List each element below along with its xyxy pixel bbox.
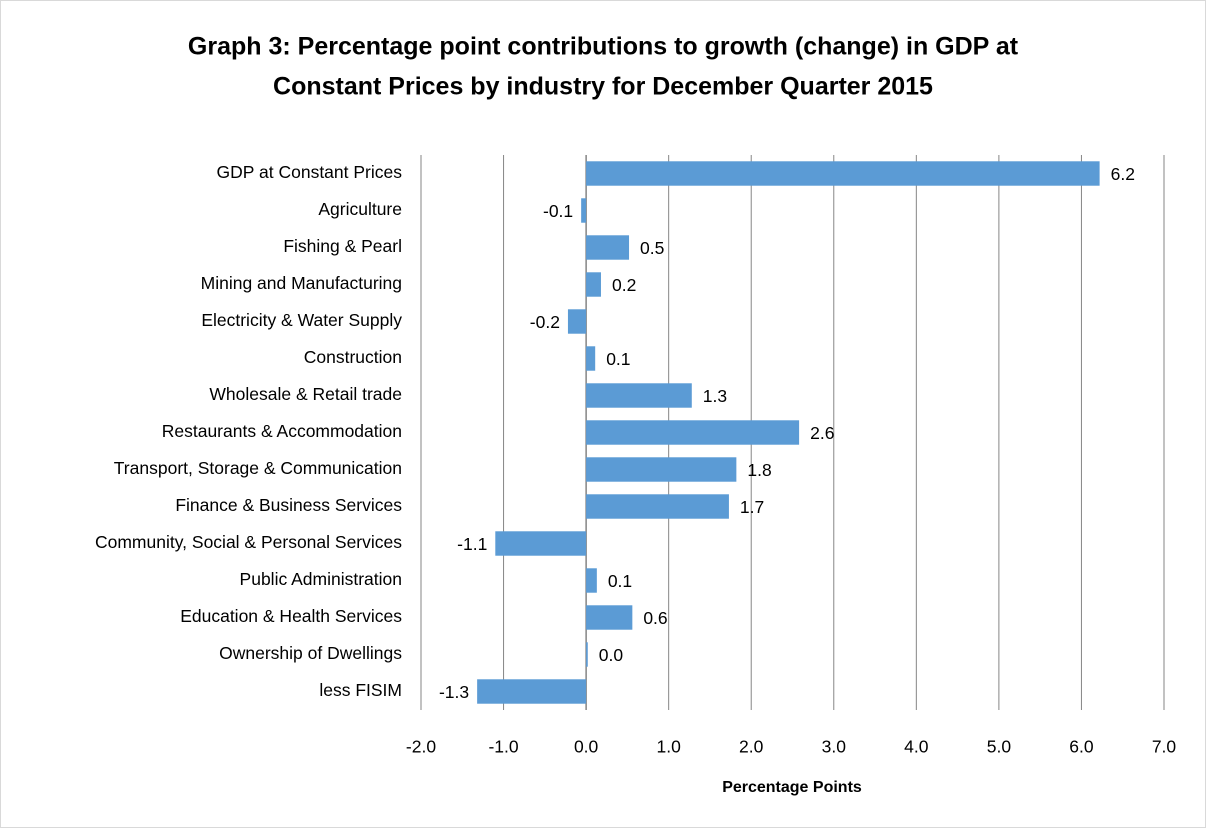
data-label: -0.2 <box>530 312 560 332</box>
bar <box>477 679 587 704</box>
category-label: Construction <box>304 347 402 367</box>
x-tick-label: 3.0 <box>822 737 847 757</box>
category-label: Fishing & Pearl <box>283 236 402 256</box>
x-axis-title: Percentage Points <box>722 779 862 796</box>
data-label: 1.8 <box>747 460 771 480</box>
x-tick-label: 7.0 <box>1152 737 1177 757</box>
data-label: -0.1 <box>543 201 573 221</box>
category-label: Community, Social & Personal Services <box>95 532 402 552</box>
bar <box>586 642 588 667</box>
data-label: 0.6 <box>643 608 667 628</box>
data-label: 0.2 <box>612 275 636 295</box>
category-label: Transport, Storage & Communication <box>114 458 402 478</box>
data-label: -1.1 <box>457 534 487 554</box>
data-label: 1.3 <box>703 386 727 406</box>
data-label: -1.3 <box>439 682 469 702</box>
data-label: 2.6 <box>810 423 834 443</box>
bar <box>586 457 737 482</box>
bar <box>586 346 596 371</box>
category-label: Finance & Business Services <box>175 495 402 515</box>
category-label: Education & Health Services <box>180 606 402 626</box>
bar <box>586 272 601 297</box>
bar <box>586 161 1100 186</box>
bar <box>586 235 630 260</box>
data-label: 1.7 <box>740 497 764 517</box>
data-label: 0.1 <box>606 349 630 369</box>
category-label: Mining and Manufacturing <box>201 273 402 293</box>
x-tick-label: 1.0 <box>657 737 682 757</box>
data-label: 0.5 <box>640 238 664 258</box>
x-tick-label: -1.0 <box>488 737 518 757</box>
data-label: 6.2 <box>1111 164 1135 184</box>
x-tick-label: 6.0 <box>1069 737 1094 757</box>
bar <box>586 568 597 593</box>
category-label: Wholesale & Retail trade <box>209 384 402 404</box>
chart-title: Constant Prices by industry for December… <box>273 73 933 101</box>
data-label: 0.0 <box>599 645 624 665</box>
x-tick-label: -2.0 <box>406 737 436 757</box>
category-label: Agriculture <box>318 199 402 219</box>
x-tick-label: 5.0 <box>987 737 1012 757</box>
category-label: Public Administration <box>240 569 402 589</box>
bar <box>586 420 800 445</box>
bar <box>586 383 692 408</box>
bar <box>581 198 587 223</box>
category-label: less FISIM <box>319 680 402 700</box>
data-label: 0.1 <box>608 571 632 591</box>
category-label: Ownership of Dwellings <box>219 643 402 663</box>
x-tick-label: 4.0 <box>904 737 929 757</box>
bar <box>586 605 633 630</box>
x-tick-label: 0.0 <box>574 737 599 757</box>
x-tick-label: 2.0 <box>739 737 764 757</box>
category-label: GDP at Constant Prices <box>217 162 403 182</box>
category-label: Restaurants & Accommodation <box>162 421 402 441</box>
category-label: Electricity & Water Supply <box>201 310 402 330</box>
bar <box>495 531 587 556</box>
bar <box>586 494 729 519</box>
chart-title: Graph 3: Percentage point contributions … <box>188 33 1019 61</box>
bar <box>567 309 587 334</box>
